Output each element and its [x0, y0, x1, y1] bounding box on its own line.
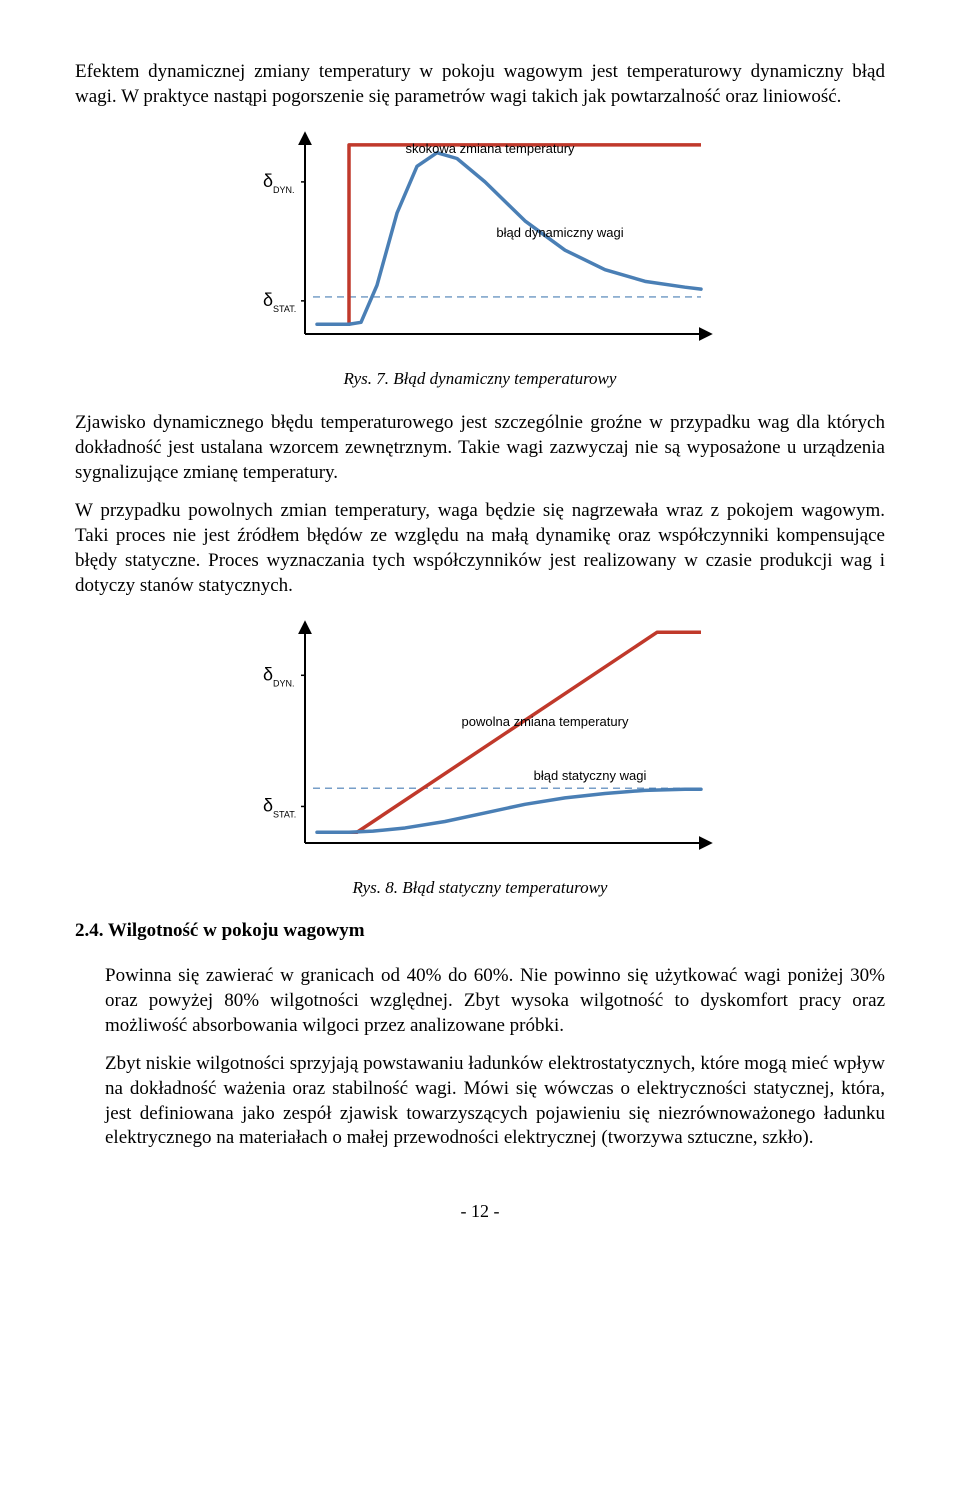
paragraph-3: W przypadku powolnych zmian temperatury,…: [75, 499, 885, 598]
svg-text:błąd statyczny wagi: błąd statyczny wagi: [534, 768, 647, 783]
paragraph-intro: Efektem dynamicznej zmiany temperatury w…: [75, 60, 885, 109]
paragraph-5: Zbyt niskie wilgotności sprzyjają powsta…: [105, 1052, 885, 1151]
svg-text:δDYN.: δDYN.: [263, 664, 295, 688]
section-heading-humidity: 2.4. Wilgotność w pokoju wagowym: [75, 920, 885, 942]
svg-text:δSTAT.: δSTAT.: [263, 290, 296, 314]
chart2-caption: Rys. 8. Błąd statyczny temperaturowy: [75, 878, 885, 898]
svg-text:skokowa zmiana temperatury: skokowa zmiana temperatury: [405, 141, 575, 156]
paragraph-2: Zjawisko dynamicznego błędu temperaturow…: [75, 411, 885, 485]
chart-dynamic-error: δDYN. δSTAT. skokowa zmiana temperatury błą…: [75, 129, 885, 359]
svg-text:δSTAT.: δSTAT.: [263, 796, 296, 820]
chart-static-error: δDYN. δSTAT. powolna zmiana temperatury błą…: [75, 618, 885, 868]
paragraph-4: Powinna się zawierać w granicach od 40% …: [105, 964, 885, 1038]
page-number: - 12 -: [75, 1201, 885, 1222]
svg-text:δDYN.: δDYN.: [263, 171, 295, 195]
svg-text:powolna zmiana temperatury: powolna zmiana temperatury: [462, 714, 629, 729]
chart1-caption: Rys. 7. Błąd dynamiczny temperaturowy: [75, 369, 885, 389]
svg-text:błąd dynamiczny wagi: błąd dynamiczny wagi: [496, 225, 623, 240]
